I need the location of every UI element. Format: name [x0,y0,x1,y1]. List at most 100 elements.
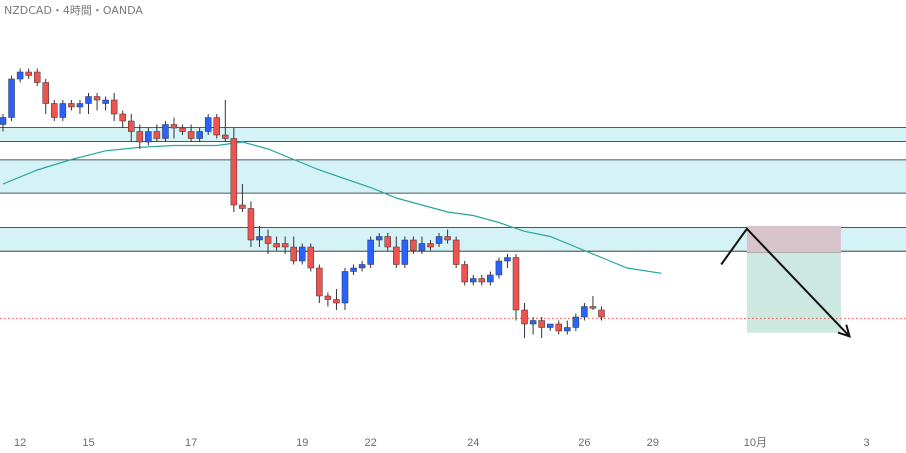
candle [546,323,554,331]
candle-body [128,120,135,132]
candle-body [0,117,7,125]
x-tick-label: 19 [296,437,308,449]
candle [128,114,135,142]
candle-body [435,236,443,244]
candle [401,236,409,268]
candle [239,184,246,212]
candle [572,313,580,331]
zone-band [0,127,906,142]
candle-body [290,246,297,262]
candle [110,93,118,121]
candle [187,124,195,142]
candle [367,236,374,268]
candle-body [538,320,545,328]
candle [179,124,186,135]
x-tick-label: 15 [82,437,94,449]
candle [59,100,67,121]
candle [504,254,511,268]
candle-body [461,264,468,283]
moving-average-layer [2,141,662,274]
x-tick-label: 12 [14,437,26,449]
zone-band [0,227,906,252]
candle [213,114,220,139]
candle-body [59,103,67,118]
candle [538,317,545,338]
candle-body [281,243,289,248]
candle-body [264,236,272,244]
x-tick-label: 29 [647,437,659,449]
candle-body [555,323,562,332]
candle [589,296,597,310]
candle [418,236,426,254]
candle-body [68,103,75,108]
candle-body [102,99,109,104]
x-tick-label: 17 [185,437,197,449]
candle-body [401,239,409,265]
candle [316,264,323,303]
candle-body [239,204,246,209]
candle [264,229,272,254]
candle-body [410,239,417,251]
candle-body [119,113,126,122]
candle [333,289,340,310]
candle [93,93,101,111]
forecast-path [720,227,851,337]
candle [0,114,7,132]
candle [230,128,238,212]
candle-body [16,71,24,80]
candle-body [179,127,186,132]
candle-body [375,236,383,241]
candle [427,240,434,251]
candle-body [247,208,255,241]
candle-body [110,99,118,115]
candle [529,317,537,335]
candle [273,236,280,251]
candle [145,128,152,146]
candle [119,110,126,128]
candle [435,233,443,247]
candle [136,124,144,149]
x-tick-label: 26 [578,437,590,449]
candle-body [393,246,400,265]
take-profit-box [746,252,841,333]
stop-loss-box [746,226,841,253]
candle [222,100,229,142]
candle-body [93,96,101,101]
x-tick-label: 22 [365,437,377,449]
x-tick-label: 10月 [744,437,767,449]
candle [290,236,297,265]
candle [68,100,75,111]
candle-body [512,257,520,311]
candle-body [504,257,511,262]
candle-body [589,306,597,309]
x-tick-label: 24 [467,437,479,449]
candle-body [273,243,280,248]
candle [25,68,32,79]
candle-body [170,124,178,129]
candle-body [204,117,212,132]
candle [33,68,41,86]
candle-body [572,316,580,328]
candle [555,320,562,335]
candle [495,257,503,279]
candle [281,236,289,254]
candle [358,261,366,272]
candle-body [256,236,263,241]
candle [51,100,58,121]
candle [410,236,417,254]
moving-average-line [2,141,662,274]
candle [375,233,383,247]
candle-body [564,327,571,332]
candle-body [25,71,32,76]
candle [16,68,24,83]
candle [299,243,306,265]
candle [307,243,315,272]
candle [452,236,460,268]
candle [256,226,263,247]
candle-body [316,267,323,297]
candle-body [85,96,92,104]
candle [350,264,357,275]
candle [521,303,528,338]
candle [444,229,451,244]
